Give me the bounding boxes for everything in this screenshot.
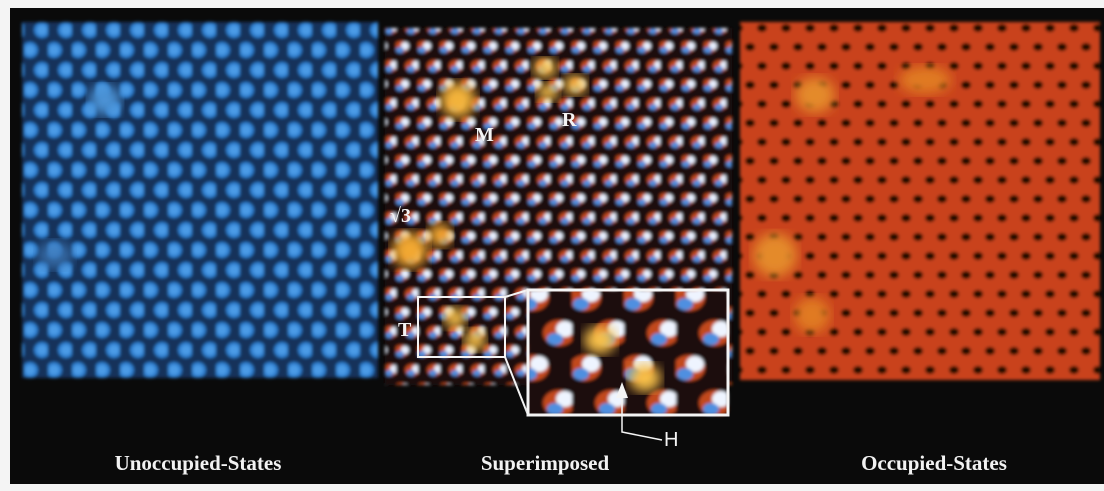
border: [0, 0, 10, 491]
label-r: R: [562, 109, 577, 131]
occupied-panel: [740, 22, 1100, 380]
label-h: H: [664, 429, 678, 451]
caption: Unoccupied-States: [115, 451, 282, 475]
border: [0, 484, 1104, 491]
inset: [528, 290, 728, 415]
figure: M R √3 T H Unoccupied-States Superimpose…: [0, 0, 1104, 491]
label-m: M: [475, 124, 494, 146]
unoccupied-panel: [22, 22, 378, 378]
label-t: T: [398, 319, 412, 341]
caption: Superimposed: [481, 451, 610, 475]
border: [0, 0, 1104, 8]
caption: Occupied-States: [861, 451, 1007, 475]
label-sqrt3: √3: [390, 205, 411, 227]
